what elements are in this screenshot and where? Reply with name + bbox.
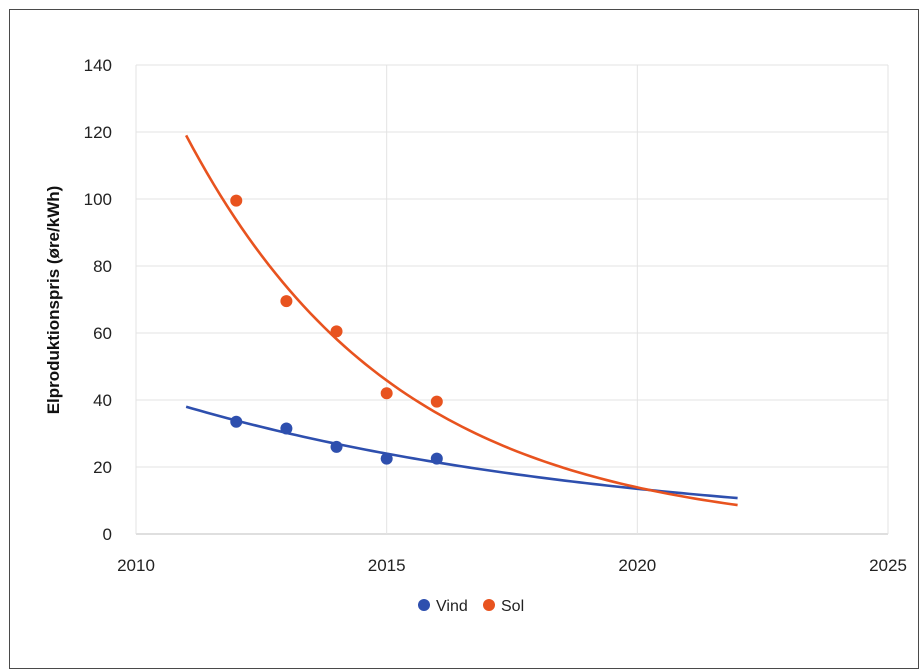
y-tick-label: 60 bbox=[93, 324, 112, 343]
y-tick-label: 80 bbox=[93, 257, 112, 276]
trendline-vind bbox=[185, 405, 738, 500]
x-axis-ticks: 2010 2015 2020 2025 bbox=[117, 556, 907, 575]
trendlines bbox=[184, 134, 738, 507]
legend-label-sol: Sol bbox=[501, 598, 524, 615]
y-tick-label: 20 bbox=[93, 458, 112, 477]
gridlines bbox=[135, 64, 889, 535]
legend-label-vind: Vind bbox=[436, 598, 468, 615]
point-vind bbox=[230, 415, 243, 428]
point-vind bbox=[330, 440, 343, 453]
legend: Vind Sol bbox=[418, 598, 524, 615]
x-tick-label: 2020 bbox=[618, 556, 656, 575]
y-axis-title: Elproduktionspris (øre/kWh) bbox=[44, 186, 63, 415]
point-sol bbox=[430, 395, 443, 408]
point-sol bbox=[380, 387, 393, 400]
y-axis-ticks: 0 20 40 60 80 100 120 140 bbox=[84, 56, 112, 544]
chart-frame bbox=[9, 9, 919, 669]
x-tick-label: 2010 bbox=[117, 556, 155, 575]
point-sol bbox=[330, 325, 343, 338]
point-sol bbox=[280, 295, 293, 308]
y-tick-label: 0 bbox=[103, 525, 112, 544]
y-tick-label: 100 bbox=[84, 190, 112, 209]
y-tick-label: 40 bbox=[93, 391, 112, 410]
point-vind bbox=[430, 452, 443, 465]
x-tick-label: 2025 bbox=[869, 556, 907, 575]
x-tick-label: 2015 bbox=[368, 556, 406, 575]
legend-marker-vind bbox=[418, 599, 430, 611]
data-points bbox=[230, 194, 443, 465]
point-sol bbox=[230, 194, 243, 207]
chart-canvas: 0 20 40 60 80 100 120 140 2010 2015 2020 2025 Elpr… bbox=[44, 56, 907, 615]
point-vind bbox=[280, 422, 293, 435]
trendline-sol bbox=[184, 134, 738, 507]
legend-marker-sol bbox=[483, 599, 495, 611]
y-tick-label: 120 bbox=[84, 123, 112, 142]
y-tick-label: 140 bbox=[84, 56, 112, 75]
point-vind bbox=[380, 452, 393, 465]
